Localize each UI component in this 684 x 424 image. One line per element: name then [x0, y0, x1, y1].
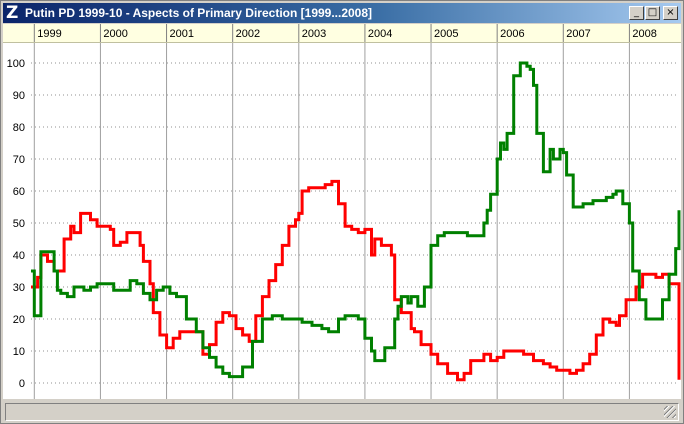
year-tick-label: 2007	[566, 28, 590, 40]
y-tick-label: 20	[13, 314, 25, 326]
title-bar[interactable]: Z Putin PD 1999-10 - Aspects of Primary …	[3, 3, 681, 23]
minimize-button[interactable]: _	[629, 6, 644, 20]
year-tick-label: 2005	[434, 28, 458, 40]
y-tick-label: 50	[13, 218, 25, 230]
series-red-line	[31, 179, 681, 382]
status-bar	[5, 403, 679, 421]
y-tick-label: 80	[13, 122, 25, 134]
year-tick-label: 2001	[170, 28, 194, 40]
year-tick-label: 2002	[236, 28, 260, 40]
y-tick-label: 60	[13, 186, 25, 198]
chart-area[interactable]: 0 10 20 30 40 50 60 70 80 90 100	[3, 43, 681, 399]
maximize-button[interactable]: □	[645, 6, 660, 20]
y-tick-label: 0	[19, 378, 25, 390]
resize-grip-icon[interactable]	[664, 406, 676, 418]
line-chart: 0 10 20 30 40 50 60 70 80 90 100	[7, 43, 681, 399]
window-title: Putin PD 1999-10 - Aspects of Primary Di…	[25, 6, 373, 20]
year-tick-label: 2004	[368, 28, 392, 40]
y-tick-label: 100	[7, 58, 25, 70]
year-axis: 1999 2000 2001 2002 2003 2004 2005 2006 2007 2008	[33, 24, 657, 42]
y-tick-label: 30	[13, 282, 25, 294]
app-logo-icon: Z	[6, 3, 19, 23]
year-tick-label: 2003	[302, 28, 326, 40]
year-tick-label: 1999	[37, 28, 61, 40]
y-tick-label: 90	[13, 90, 25, 102]
year-tick-label: 2000	[103, 28, 127, 40]
y-tick-label: 40	[13, 250, 25, 262]
year-axis-bar: 1999 2000 2001 2002 2003 2004 2005 2006 2007 2008	[3, 24, 681, 43]
year-tick-label: 2006	[500, 28, 524, 40]
close-button[interactable]: ×	[663, 6, 678, 20]
y-tick-label: 70	[13, 154, 25, 166]
year-tick-label: 2008	[632, 28, 656, 40]
series-green-line	[31, 61, 681, 379]
y-tick-label: 10	[13, 346, 25, 358]
